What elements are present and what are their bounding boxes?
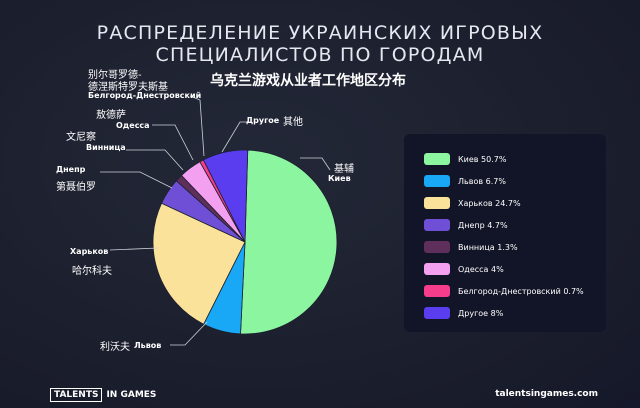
- legend-swatch-dnepr: [424, 219, 450, 231]
- leader-line-kiev: [300, 157, 331, 171]
- legend-swatch-odessa: [424, 263, 450, 275]
- brand-logo: TALENTS IN GAMES: [50, 388, 156, 402]
- legend-swatch-other: [424, 307, 450, 319]
- chart-legend: Киев 50.7% Львов 6.7% Харьков 24.7% Днеп…: [404, 134, 606, 332]
- legend-text-kiev: Киев 50.7%: [458, 154, 507, 164]
- leader-line-vinnitsa: [126, 149, 184, 171]
- pie-label-lvov: Львов: [134, 341, 162, 350]
- legend-swatch-kiev: [424, 153, 450, 165]
- pie-label-dnepr-cn: 第聂伯罗: [56, 182, 96, 193]
- legend-item-other: Другое 8%: [424, 305, 503, 321]
- legend-swatch-lvov: [424, 175, 450, 187]
- chart-title-line-2: СПЕЦИАЛИСТОВ ПО ГОРОДАМ: [155, 44, 485, 66]
- pie-label-lvov-cn: 利沃夫: [100, 342, 130, 353]
- pie-label-kharkov-cn: 哈尔科夫: [72, 266, 112, 277]
- leader-line-belgorod: [189, 95, 205, 157]
- legend-text-lvov: Львов 6.7%: [458, 176, 506, 186]
- legend-item-belgorod: Белгород-Днестровский 0.7%: [424, 283, 584, 299]
- leader-line-other: [221, 121, 250, 153]
- legend-text-odessa: Одесса 4%: [458, 264, 504, 274]
- pie-slice-other: [202, 149, 249, 243]
- pie-label-belgorod-cn-2: 德涅斯特罗夫斯基: [88, 82, 168, 93]
- legend-swatch-kharkov: [424, 197, 450, 209]
- leader-line-kharkov: [109, 247, 159, 251]
- pie-slice-kharkov: [152, 202, 246, 325]
- legend-item-lvov: Львов 6.7%: [424, 173, 506, 189]
- pie-label-vinnitsa: Винница: [86, 143, 126, 152]
- legend-item-kiev: Киев 50.7%: [424, 151, 506, 167]
- legend-swatch-vinnitsa: [424, 241, 450, 253]
- legend-text-other: Другое 8%: [458, 308, 504, 318]
- legend-text-dnepr: Днепр 4.7%: [458, 220, 508, 230]
- leader-line-lvov: [170, 321, 208, 346]
- legend-text-vinnitsa: Винница 1.3%: [458, 242, 518, 252]
- legend-item-kharkov: Харьков 24.7%: [424, 195, 521, 211]
- pie-label-odessa: Одесса: [116, 121, 150, 130]
- pie-label-belgorod-cn-1: 别尔哥罗德-: [88, 70, 142, 81]
- pie-label-dnepr: Днепр: [56, 165, 86, 174]
- legend-swatch-belgorod: [424, 285, 450, 297]
- brand-logo-part1: TALENTS: [50, 388, 103, 402]
- brand-logo-part2: IN GAMES: [106, 390, 157, 400]
- legend-text-belgorod: Белгород-Днестровский 0.7%: [458, 286, 584, 296]
- leader-line-odessa: [152, 124, 194, 161]
- pie-label-other: Другое: [246, 116, 280, 125]
- legend-item-dnepr: Днепр 4.7%: [424, 217, 508, 233]
- pie-label-belgorod: Белгород-Днестровский: [88, 91, 202, 100]
- pie-label-kiev: Киев: [328, 174, 351, 183]
- pie-label-odessa-cn: 敖德萨: [96, 110, 126, 121]
- chart-subtitle-cn: 乌克兰游戏从业者工作地区分布: [210, 73, 406, 89]
- pie-label-other-cn: 其他: [283, 117, 303, 128]
- pie-label-kharkov: Харьков: [70, 247, 109, 256]
- legend-item-odessa: Одесса 4%: [424, 261, 504, 277]
- legend-item-vinnitsa: Винница 1.3%: [424, 239, 518, 255]
- chart-title-line-1: РАСПРЕДЕЛЕНИЕ УКРАИНСКИХ ИГРОВЫХ: [96, 22, 544, 44]
- brand-website[interactable]: talentsingames.com: [495, 389, 598, 399]
- pie-label-vinnitsa-cn: 文尼察: [66, 132, 96, 143]
- leader-line-dnepr: [100, 171, 173, 189]
- legend-text-kharkov: Харьков 24.7%: [458, 198, 521, 208]
- pie-slice-kiev: [240, 149, 338, 335]
- pie-label-kiev-cn: 基辅: [334, 164, 354, 175]
